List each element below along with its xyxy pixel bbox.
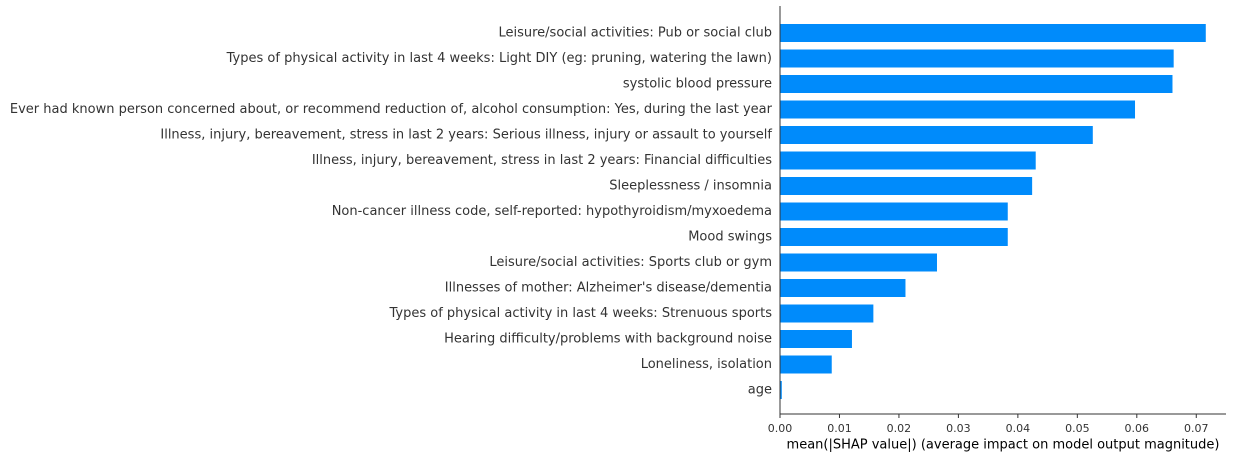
bar xyxy=(780,330,852,348)
category-label: Illness, injury, bereavement, stress in … xyxy=(312,153,772,168)
bars-group xyxy=(780,24,1206,399)
x-tick-label: 0.06 xyxy=(1125,422,1150,435)
category-label: Leisure/social activities: Pub or social… xyxy=(498,26,772,41)
category-labels-group: Leisure/social activities: Pub or social… xyxy=(10,26,773,398)
category-label: systolic blood pressure xyxy=(623,77,772,92)
bar xyxy=(780,151,1036,170)
bar xyxy=(780,75,1173,93)
bar xyxy=(780,253,937,272)
x-tick-label: 0.01 xyxy=(827,422,852,435)
bar xyxy=(780,100,1136,119)
category-label: Illness, injury, bereavement, stress in … xyxy=(160,128,772,143)
category-label: Ever had known person concerned about, o… xyxy=(10,102,773,117)
bar xyxy=(780,355,832,374)
category-label: Loneliness, isolation xyxy=(641,357,772,372)
bar xyxy=(780,126,1093,144)
bar xyxy=(780,49,1174,68)
bar xyxy=(780,304,874,323)
x-tick-label: 0.07 xyxy=(1184,422,1209,435)
category-label: age xyxy=(748,383,772,398)
bar xyxy=(780,202,1008,221)
x-tick-label: 0.00 xyxy=(768,422,793,435)
bar xyxy=(780,228,1008,246)
category-label: Non-cancer illness code, self-reported: … xyxy=(332,204,772,219)
x-tick-label: 0.04 xyxy=(1006,422,1031,435)
category-label: Mood swings xyxy=(688,230,772,245)
bar xyxy=(780,24,1206,42)
x-tick-label: 0.05 xyxy=(1065,422,1090,435)
category-label: Sleeplessness / insomnia xyxy=(609,179,772,194)
x-ticks-group: 0.00 0.01 0.02 0.03 0.04 0.05 0.06 0.07 xyxy=(768,414,1209,435)
category-label: Hearing difficulty/problems with backgro… xyxy=(444,332,772,347)
category-label: Types of physical activity in last 4 wee… xyxy=(226,51,772,66)
x-tick-label: 0.03 xyxy=(946,422,971,435)
category-label: Illnesses of mother: Alzheimer's disease… xyxy=(445,281,772,296)
bar xyxy=(780,381,782,399)
bar xyxy=(780,279,906,297)
category-label: Types of physical activity in last 4 wee… xyxy=(389,306,773,321)
bar xyxy=(780,177,1033,195)
x-axis-label: mean(|SHAP value|) (average impact on mo… xyxy=(787,438,1220,453)
category-label: Leisure/social activities: Sports club o… xyxy=(489,255,772,270)
x-tick-label: 0.02 xyxy=(887,422,912,435)
